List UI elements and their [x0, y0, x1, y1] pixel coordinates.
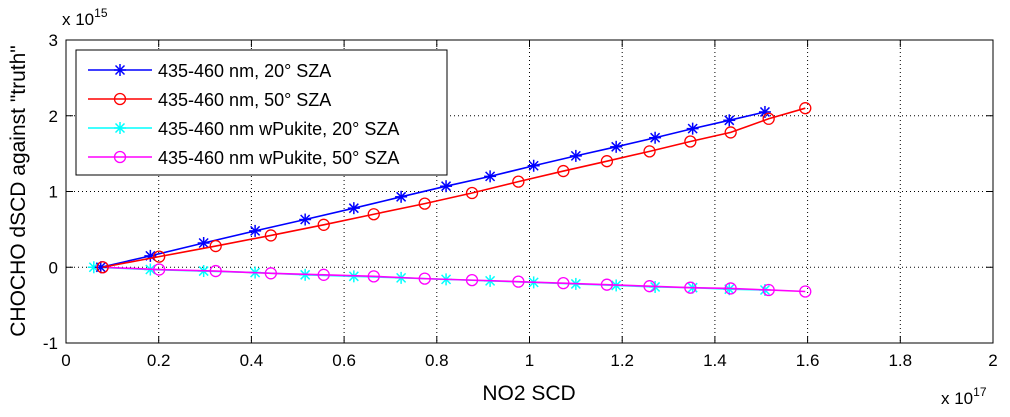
- data-point-circle: [113, 92, 127, 106]
- x-tick-label: 2: [988, 351, 997, 370]
- data-point-circle: [600, 155, 614, 168]
- data-point-circle: [799, 285, 812, 298]
- data-point-star: [649, 131, 662, 144]
- legend: 435-460 nm, 20° SZA 435-460 nm, 50° SZA 43…: [75, 49, 448, 176]
- data-point-circle: [465, 186, 479, 200]
- data-point-circle: [113, 150, 127, 164]
- legend-entry: 435-460 nm, 20° SZA: [88, 61, 331, 81]
- x-tick-label: 0.4: [240, 351, 264, 370]
- y-tick-label: -1: [43, 334, 58, 353]
- data-point-star: [484, 170, 497, 183]
- series-0: [94, 105, 771, 274]
- data-point-circle: [317, 218, 330, 231]
- data-point-circle: [557, 164, 570, 178]
- data-point-circle: [264, 267, 278, 280]
- legend-label: 435-460 nm, 50° SZA: [158, 90, 331, 110]
- data-point-star: [569, 149, 582, 162]
- data-point-circle: [684, 135, 697, 148]
- data-point-circle: [96, 261, 109, 274]
- data-point-star: [395, 190, 408, 203]
- data-point-circle: [264, 229, 278, 242]
- data-point-star: [723, 114, 736, 127]
- legend-box: [75, 49, 448, 176]
- data-point-circle: [600, 278, 614, 291]
- data-point-circle: [209, 264, 222, 278]
- x-tick-label: 1.6: [796, 351, 820, 370]
- data-point-star: [114, 122, 126, 134]
- y-exponent-label: x 1015: [62, 6, 108, 29]
- data-point-circle: [724, 126, 737, 139]
- data-point-star: [610, 140, 623, 153]
- data-point-star: [144, 249, 157, 262]
- legend-label: 435-460 nm wPukite, 20° SZA: [158, 119, 399, 139]
- data-point-circle: [799, 102, 812, 115]
- x-tick-label: 0.8: [425, 351, 449, 370]
- data-point-circle: [512, 175, 525, 188]
- series-1: [96, 102, 812, 274]
- data-point-circle: [762, 283, 775, 297]
- data-point-star: [197, 237, 210, 250]
- x-tick-label: 1.4: [703, 351, 727, 370]
- x-exponent-label: x 1017: [941, 385, 987, 408]
- data-point-circle: [512, 275, 525, 288]
- data-point-circle: [418, 197, 431, 210]
- data-point-circle: [209, 239, 222, 253]
- x-tick-label: 0.2: [147, 351, 171, 370]
- data-point-circle: [643, 145, 656, 158]
- y-tick-label: 2: [49, 107, 58, 126]
- y-tick-label: 1: [49, 183, 58, 202]
- y-tick-label: 3: [49, 31, 58, 50]
- data-point-star: [347, 202, 360, 215]
- data-point-circle: [418, 272, 431, 285]
- data-point-star: [758, 105, 771, 118]
- data-point-circle: [643, 280, 656, 293]
- data-point-circle: [367, 208, 380, 221]
- data-point-circle: [153, 263, 166, 276]
- x-tick-label: 0: [61, 351, 70, 370]
- data-point-circle: [317, 268, 330, 281]
- data-point-circle: [762, 112, 775, 125]
- series-line: [100, 111, 766, 269]
- x-axis-label: NO2 SCD: [482, 382, 575, 405]
- legend-entry: 435-460 nm wPukite, 20° SZA: [88, 119, 399, 139]
- data-point-star: [527, 159, 540, 172]
- legend-label: 435-460 nm wPukite, 50° SZA: [158, 148, 399, 168]
- series-line: [102, 107, 806, 269]
- legend-entry: 435-460 nm, 50° SZA: [88, 90, 331, 110]
- data-point-star: [299, 213, 312, 226]
- data-point-circle: [367, 270, 380, 283]
- data-point-star: [440, 180, 453, 193]
- series-line: [102, 266, 806, 293]
- data-point-circle: [557, 277, 570, 290]
- x-tick-label: 1.8: [888, 351, 912, 370]
- legend-entry: 435-460 nm wPukite, 50° SZA: [88, 148, 399, 168]
- x-tick-label: 1.2: [610, 351, 634, 370]
- y-tick-label: 0: [49, 258, 58, 277]
- data-point-star: [686, 122, 699, 135]
- x-tick-label: 1: [525, 351, 534, 370]
- data-point-circle: [465, 273, 479, 287]
- legend-label: 435-460 nm, 20° SZA: [158, 61, 331, 81]
- data-point-circle: [684, 281, 697, 294]
- x-tick-label: 0.6: [332, 351, 356, 370]
- grid: [66, 40, 993, 343]
- data-point-circle: [153, 250, 166, 263]
- y-axis-label: CHOCHO dSCD against "truth": [7, 45, 30, 337]
- data-point-star: [249, 224, 262, 237]
- data-point-star: [114, 64, 126, 76]
- data-point-circle: [724, 282, 737, 295]
- series-group: [87, 102, 812, 298]
